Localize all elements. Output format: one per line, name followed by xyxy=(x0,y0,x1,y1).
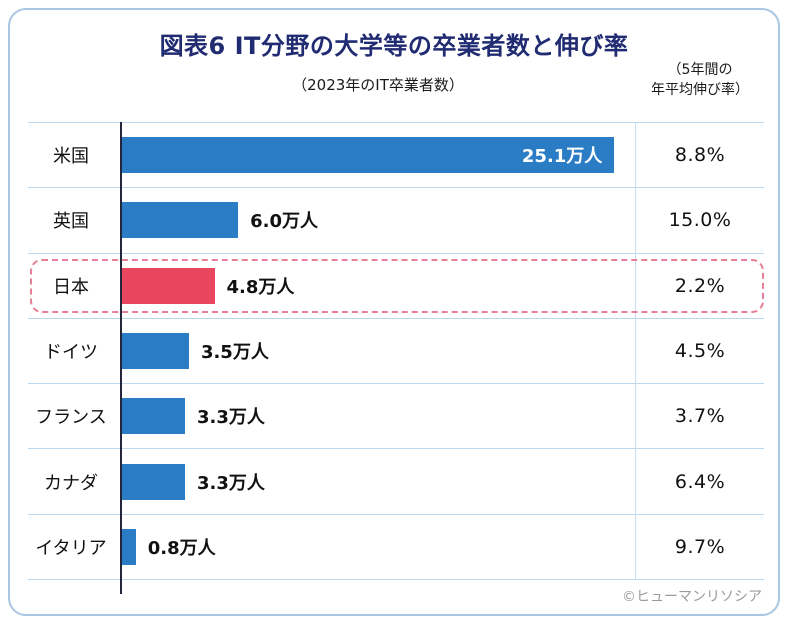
chart-rows: 米国 25.1万人 8.8% 英国 6.0万人 15.0% 日本 4.8万人 2.2% ドイツ 3.… xyxy=(28,122,764,580)
bar-column-header: （2023年のIT卒業者数） xyxy=(292,75,464,94)
row-bar-cell: 0.8万人 xyxy=(120,515,636,579)
bar-value-label: 3.5万人 xyxy=(200,341,269,363)
row-bar-cell: 3.3万人 xyxy=(120,449,636,513)
chart-row: フランス 3.3万人 3.7% xyxy=(28,383,764,448)
growth-column-header: （5年間の 年平均伸び率） xyxy=(636,60,764,101)
bar xyxy=(120,332,189,369)
column-headers: （2023年のIT卒業者数） （5年間の 年平均伸び率） xyxy=(28,60,764,101)
row-country-label: フランス xyxy=(35,407,107,429)
row-growth-rate: 8.8% xyxy=(674,144,726,167)
row-growth-rate: 15.0% xyxy=(668,209,732,232)
row-bar-cell: 3.3万人 xyxy=(120,384,636,448)
copyright-text: ©ヒューマンリソシア xyxy=(622,589,762,605)
bar xyxy=(120,528,136,565)
chart-row: 英国 6.0万人 15.0% xyxy=(28,187,764,252)
chart-row: 日本 4.8万人 2.2% xyxy=(28,252,764,318)
bar xyxy=(120,463,186,500)
chart-area: 米国 25.1万人 8.8% 英国 6.0万人 15.0% 日本 4.8万人 2.2% ドイツ 3.… xyxy=(28,122,764,594)
bar-value-label: 4.8万人 xyxy=(226,276,295,298)
chart-title: 図表6 IT分野の大学等の卒業者数と伸び率 xyxy=(159,32,629,60)
row-country-label: イタリア xyxy=(35,537,107,559)
bar xyxy=(120,202,239,239)
bar-value-label: 6.0万人 xyxy=(250,211,319,233)
growth-column-separator xyxy=(635,122,636,580)
row-growth-rate: 2.2% xyxy=(674,274,726,297)
row-bar-cell: 4.8万人 xyxy=(120,254,636,318)
row-growth-rate: 4.5% xyxy=(674,339,726,362)
chart-row: ドイツ 3.5万人 4.5% xyxy=(28,317,764,383)
growth-column-header-line2: 年平均伸び率） xyxy=(651,82,749,99)
chart-frame: 図表6 IT分野の大学等の卒業者数と伸び率 （2023年のIT卒業者数） （5年… xyxy=(8,8,780,616)
row-bar-cell: 25.1万人 xyxy=(120,123,636,187)
row-bar-cell: 3.5万人 xyxy=(120,319,636,383)
bar-highlighted xyxy=(120,267,215,304)
row-country-label: ドイツ xyxy=(44,341,98,363)
baseline-axis xyxy=(120,122,122,594)
bar xyxy=(120,398,186,435)
chart-row: カナダ 3.3万人 6.4% xyxy=(28,448,764,513)
row-country-label: 日本 xyxy=(53,276,89,298)
row-country-label: 米国 xyxy=(53,146,89,168)
row-bar-cell: 6.0万人 xyxy=(120,188,636,252)
bar: 25.1万人 xyxy=(120,137,615,174)
bar-value-label: 0.8万人 xyxy=(147,537,216,559)
bar-value-label: 25.1万人 xyxy=(521,146,603,168)
row-growth-rate: 3.7% xyxy=(674,405,726,428)
bar-value-label: 3.3万人 xyxy=(197,472,265,494)
chart-row: 米国 25.1万人 8.8% xyxy=(28,122,764,187)
row-country-label: カナダ xyxy=(44,472,98,494)
row-growth-rate: 6.4% xyxy=(674,470,726,493)
row-growth-rate: 9.7% xyxy=(674,535,726,558)
row-country-label: 英国 xyxy=(53,211,89,233)
bar-value-label: 3.3万人 xyxy=(197,407,265,429)
chart-row: イタリア 0.8万人 9.7% xyxy=(28,513,764,580)
growth-column-header-line1: （5年間の xyxy=(667,62,733,78)
